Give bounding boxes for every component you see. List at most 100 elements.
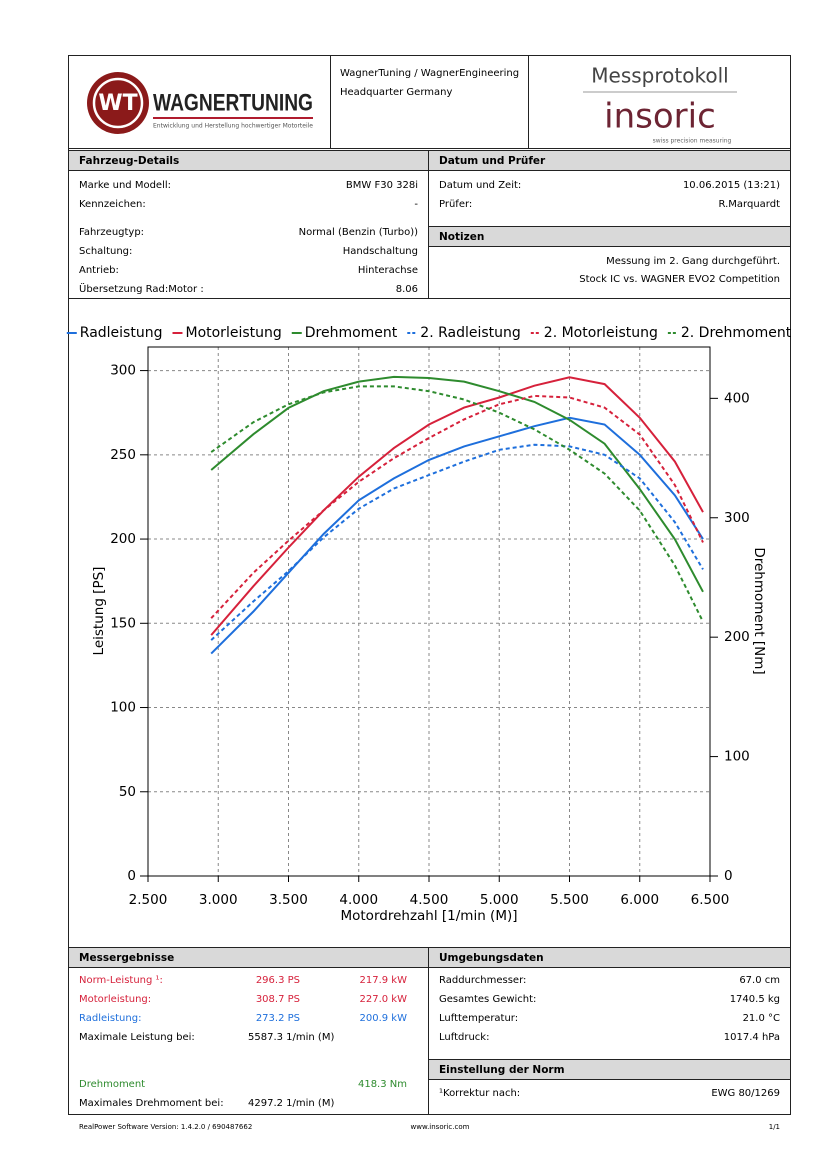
logo-ring [92,77,144,129]
series-line [210,385,704,623]
note-line: Stock IC vs. WAGNER EVO2 Competition [579,274,780,285]
section-title: Notizen [439,231,484,243]
result-rpm: 4297.2 1/min (M) [248,1098,334,1109]
section-title: Einstellung der Norm [439,1064,565,1076]
legend-label: Motorleistung [185,325,281,341]
field-value: Handschaltung [343,246,418,257]
legend-label: 2. Drehmoment [681,325,792,341]
y2-tick-label: 200 [724,629,750,645]
result-label: Norm-Leistung ¹: [79,975,163,986]
vendor: insoric [604,97,716,137]
section-box [68,150,429,299]
note-line: Messung im 2. Gang durchgeführt. [606,256,780,267]
field-label: Schaltung: [79,246,132,257]
section-title: Datum und Prüfer [439,155,546,167]
y-tick-label: 250 [110,447,136,463]
field-value: R.Marquardt [719,199,781,210]
legend-label: 2. Motorleistung [544,325,658,341]
section-title: Umgebungsdaten [439,952,544,964]
result-label: Motorleistung: [79,994,151,1005]
result-label: Drehmoment [79,1079,145,1090]
series-line [210,375,704,593]
y-tick-label: 200 [110,531,136,547]
field-value: Normal (Benzin (Turbo)) [299,227,418,238]
field-label: ¹Korrektur nach: [439,1088,520,1099]
y-axis-label: Leistung [PS] [91,567,107,656]
field-label: Fahrzeugtyp: [79,227,144,238]
y-tick-label: 100 [110,700,136,716]
y2-tick-label: 400 [724,390,750,406]
section-title: Fahrzeug-Details [79,155,179,167]
brand: WAGNERTUNING [153,89,313,116]
field-label: Übersetzung Rad:Motor : [79,282,204,295]
x-tick-label: 6.500 [691,892,730,908]
result-nm: 418.3 Nm [358,1079,407,1090]
field-value: 67.0 cm [739,975,780,986]
page-frame [68,55,791,1115]
company-line: WagnerTuning / WagnerEngineering [340,68,519,79]
result-kw: 227.0 kW [360,994,408,1005]
result-kw: 217.9 kW [360,975,408,986]
x-tick-label: 2.500 [129,892,168,908]
y2-tick-label: 100 [724,749,750,765]
field-label: Prüfer: [439,199,472,210]
legend-label: Drehmoment [305,325,398,341]
section-header [428,150,791,171]
y-tick-label: 50 [119,784,136,800]
vendor-tagline: swiss precision measuring [653,138,732,145]
logo-mark: WT [98,91,137,116]
brand-tagline: Entwicklung und Herstellung hochwertiger… [153,123,313,130]
field-value: BMW F30 328i [346,180,418,191]
x-tick-label: 4.500 [410,892,449,908]
field-value: 8.06 [396,284,418,295]
section-title: Messergebnisse [79,952,174,964]
field-label: Raddurchmesser: [439,975,526,986]
field-value: EWG 80/1269 [711,1088,780,1099]
protocol-title: Messprotokoll [591,64,728,88]
field-label: Antrieb: [79,265,119,276]
series-line [210,394,704,619]
result-label: Radleistung: [79,1013,141,1024]
result-rpm: 5587.3 1/min (M) [248,1032,334,1043]
series-line [210,443,704,641]
field-value: 1017.4 hPa [724,1032,780,1043]
y2-axis-label: Drehmoment [Nm] [751,547,767,674]
result-label: Maximales Drehmoment bei: [79,1098,224,1109]
field-value: Hinterachse [358,265,418,276]
x-tick-label: 5.000 [480,892,519,908]
field-label: Gesamtes Gewicht: [439,994,536,1005]
y2-tick-label: 0 [724,868,733,884]
y-tick-label: 0 [127,868,136,884]
footer-software: RealPower Software Version: 1.4.2.0 / 69… [79,1123,252,1131]
x-tick-label: 5.500 [550,892,589,908]
series-line [210,376,704,636]
legend-label: 2. Radleistung [420,325,521,341]
series-line [210,416,704,655]
plot-frame [147,346,711,877]
section-header [428,226,791,247]
field-value: - [414,199,418,210]
result-ps: 273.2 PS [256,1013,300,1024]
x-tick-label: 3.000 [199,892,238,908]
field-label: Marke und Modell: [79,180,171,191]
field-label: Kennzeichen: [79,199,146,210]
field-label: Lufttemperatur: [439,1013,518,1024]
logo-circle [87,72,149,134]
x-tick-label: 6.000 [620,892,659,908]
footer-page: 1/1 [769,1123,780,1131]
x-axis-label: Motordrehzahl [1/min (M)] [340,908,517,924]
field-value: 1740.5 kg [730,994,780,1005]
result-ps: 308.7 PS [256,994,300,1005]
company-line: Headquarter Germany [340,87,452,98]
result-ps: 296.3 PS [256,975,300,986]
field-label: Datum und Zeit: [439,180,521,191]
footer-website: www.insoric.com [411,1123,470,1131]
field-value: 21.0 °C [743,1013,780,1024]
field-value: 10.06.2015 (13:21) [683,180,780,191]
result-kw: 200.9 kW [360,1013,408,1024]
field-label: Luftdruck: [439,1032,489,1043]
y2-tick-label: 300 [724,510,750,526]
legend-label: Radleistung [80,325,163,341]
y-tick-label: 150 [110,615,136,631]
